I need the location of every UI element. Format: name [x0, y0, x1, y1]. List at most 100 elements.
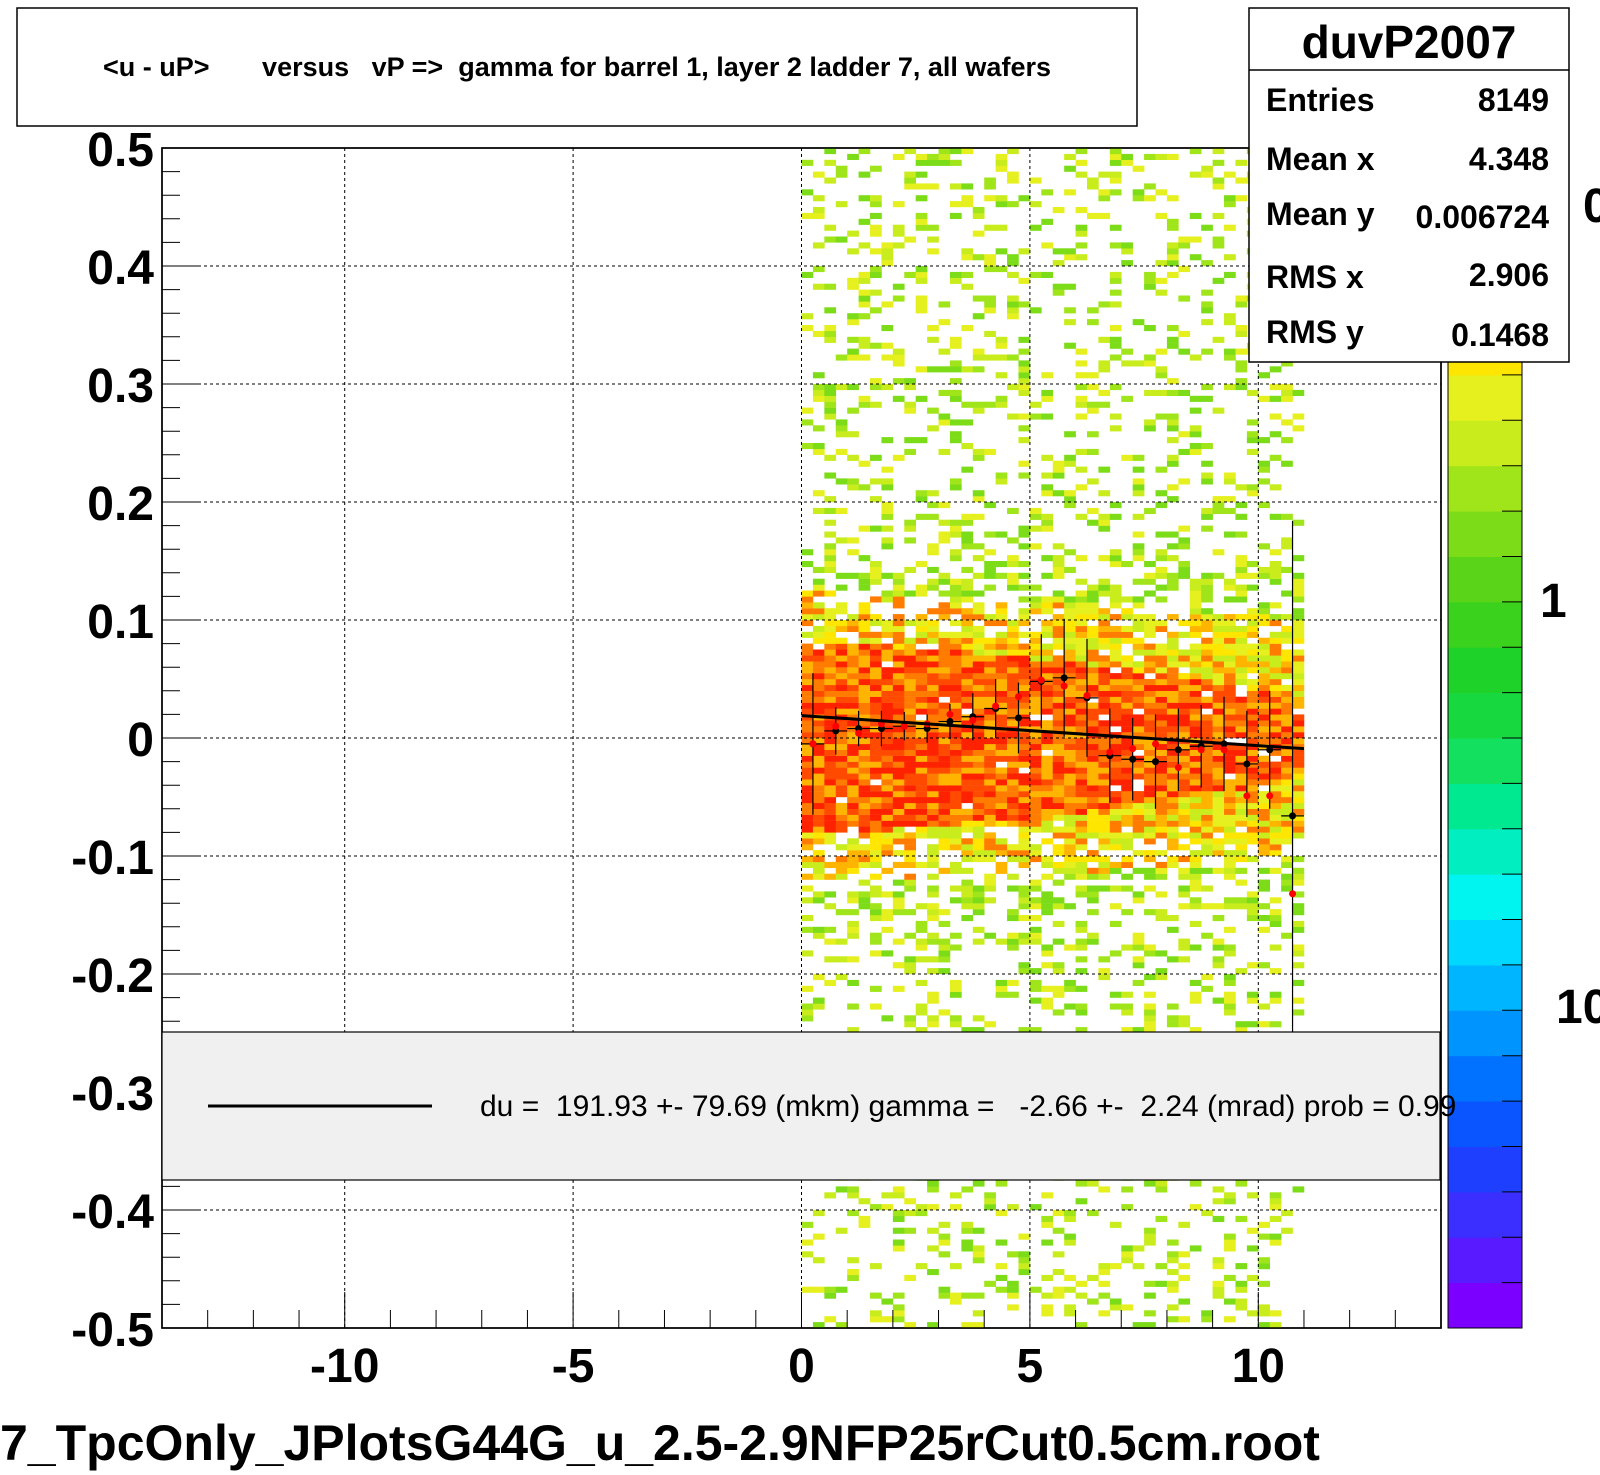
- heatmap-cell: [1269, 915, 1282, 922]
- heatmap-cell: [938, 1239, 951, 1246]
- heatmap-cell: [858, 295, 871, 302]
- heatmap-cell: [1269, 802, 1282, 809]
- heatmap-cell: [1018, 738, 1031, 745]
- heatmap-cell: [949, 590, 962, 597]
- heatmap-cell: [801, 926, 814, 933]
- heatmap-cell: [1281, 360, 1293, 367]
- heatmap-cell: [904, 832, 916, 839]
- heatmap-cell: [1258, 1021, 1271, 1028]
- heatmap-cell: [1109, 425, 1122, 432]
- heatmap-cell: [892, 985, 905, 992]
- heatmap-cell: [858, 743, 871, 750]
- heatmap-cell: [1189, 714, 1202, 721]
- heatmap-cell: [1269, 1192, 1282, 1199]
- heatmap-cell: [1292, 425, 1305, 432]
- heatmap-cell: [1007, 944, 1019, 951]
- heatmap-cell: [1224, 950, 1236, 957]
- heatmap-cell: [1258, 602, 1271, 609]
- heatmap-cell: [1155, 1263, 1168, 1270]
- heatmap-cell: [984, 696, 996, 703]
- heatmap-cell: [984, 1198, 996, 1205]
- heatmap-cell: [1098, 578, 1111, 585]
- heatmap-cell: [1086, 602, 1099, 609]
- heatmap-cell: [1052, 1269, 1065, 1276]
- heatmap-cell: [1109, 761, 1122, 768]
- heatmap-cell: [972, 354, 985, 361]
- heatmap-cell: [881, 814, 894, 821]
- heatmap-cell: [1121, 779, 1133, 786]
- heatmap-cell: [1052, 673, 1065, 680]
- heatmap-cell: [824, 802, 837, 809]
- heatmap-cell: [1052, 808, 1065, 815]
- heatmap-cell: [1235, 1280, 1248, 1287]
- heatmap-cell: [801, 791, 814, 798]
- heatmap-cell: [858, 861, 871, 868]
- heatmap-cell: [1007, 667, 1019, 674]
- heatmap-cell: [892, 797, 905, 804]
- heatmap-cell: [915, 667, 928, 674]
- heatmap-cell: [1212, 743, 1225, 750]
- heatmap-cell: [1144, 1310, 1156, 1317]
- heatmap-cell: [812, 602, 825, 609]
- heatmap-cell: [915, 171, 928, 178]
- heatmap-cell: [995, 808, 1008, 815]
- heatmap-cell: [1212, 814, 1225, 821]
- heatmap-cell: [1224, 472, 1236, 479]
- heatmap-cell: [1166, 325, 1179, 332]
- heatmap-cell: [892, 1245, 905, 1252]
- heatmap-cell: [1086, 177, 1099, 184]
- heatmap-cell: [1212, 749, 1225, 756]
- heatmap-cell: [972, 720, 985, 727]
- heatmap-cell: [1041, 944, 1054, 951]
- heatmap-cell: [812, 720, 825, 727]
- heatmap-cell: [1281, 1227, 1293, 1234]
- heatmap-cell: [1086, 661, 1099, 668]
- profile-point-black: [1014, 714, 1022, 722]
- heatmap-cell: [1155, 643, 1168, 650]
- heatmap-cell: [1075, 938, 1088, 945]
- heatmap-cell: [972, 926, 985, 933]
- heatmap-cell: [1269, 679, 1282, 686]
- heatmap-cell: [1144, 974, 1156, 981]
- heatmap-cell: [1144, 867, 1156, 874]
- heatmap-cell: [1109, 637, 1122, 644]
- heatmap-cell: [938, 779, 951, 786]
- heatmap-cell: [927, 915, 939, 922]
- heatmap-cell: [1109, 720, 1122, 727]
- heatmap-cell: [835, 1186, 848, 1193]
- heatmap-cell: [949, 773, 962, 780]
- heatmap-cell: [1224, 195, 1236, 202]
- heatmap-cell: [1166, 926, 1179, 933]
- heatmap-cell: [1132, 319, 1145, 326]
- heatmap-cell: [984, 679, 996, 686]
- heatmap-cell: [961, 1292, 974, 1299]
- heatmap-cell: [892, 590, 905, 597]
- heatmap-cell: [961, 797, 974, 804]
- heatmap-cell: [904, 236, 916, 243]
- heatmap-cell: [1007, 254, 1019, 261]
- heatmap-cell: [1224, 997, 1236, 1004]
- heatmap-cell: [1189, 838, 1202, 845]
- heatmap-cell: [1201, 826, 1213, 833]
- heatmap-cell: [961, 779, 974, 786]
- heatmap-cell: [972, 625, 985, 632]
- heatmap-cell: [1155, 502, 1168, 509]
- heatmap-cell: [1064, 460, 1076, 467]
- heatmap-cell: [1166, 779, 1179, 786]
- heatmap-cell: [1212, 649, 1225, 656]
- heatmap-cell: [927, 625, 939, 632]
- heatmap-cell: [961, 903, 974, 910]
- heatmap-cell: [847, 620, 859, 627]
- heatmap-cell: [1018, 938, 1031, 945]
- heatmap-cell: [1121, 944, 1133, 951]
- heatmap-cell: [949, 637, 962, 644]
- heatmap-cell: [1144, 832, 1156, 839]
- heatmap-cell: [1098, 956, 1111, 963]
- heatmap-cell: [1007, 643, 1019, 650]
- heatmap-cell: [1029, 513, 1042, 520]
- heatmap-cell: [904, 590, 916, 597]
- heatmap-cell: [1189, 755, 1202, 762]
- heatmap-cell: [1166, 749, 1179, 756]
- heatmap-cell: [1075, 1027, 1088, 1034]
- heatmap-cell: [1052, 755, 1065, 762]
